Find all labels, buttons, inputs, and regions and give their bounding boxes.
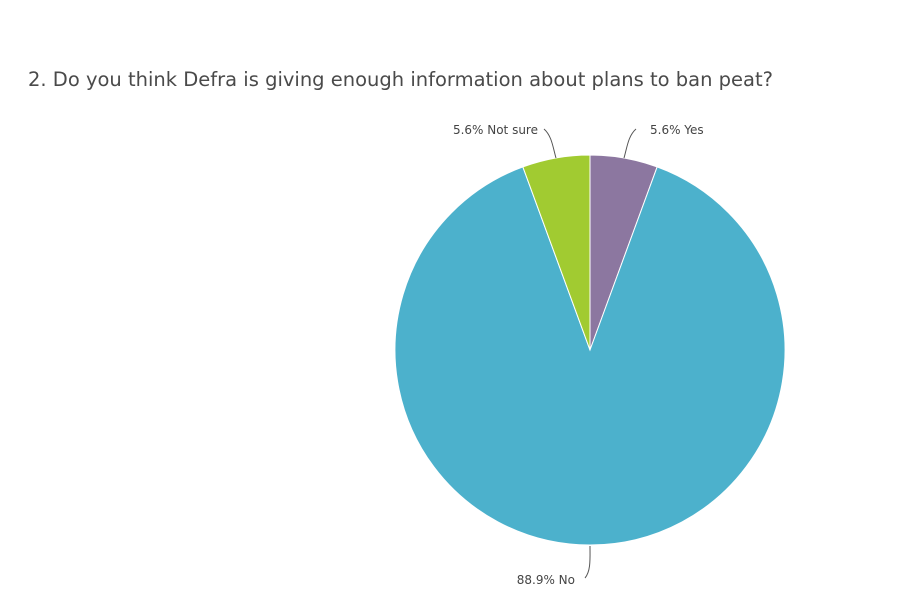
slice-label-no: 88.9% No xyxy=(517,573,575,587)
question-title: 2. Do you think Defra is giving enough i… xyxy=(28,68,773,91)
leader-line-not-sure xyxy=(543,128,557,159)
slice-label-not-sure: 5.6% Not sure xyxy=(453,123,538,137)
slice-label-yes: 5.6% Yes xyxy=(650,123,704,137)
pie-slice-no xyxy=(394,166,786,546)
leader-line-yes xyxy=(623,128,637,159)
leader-line-no xyxy=(584,545,591,579)
